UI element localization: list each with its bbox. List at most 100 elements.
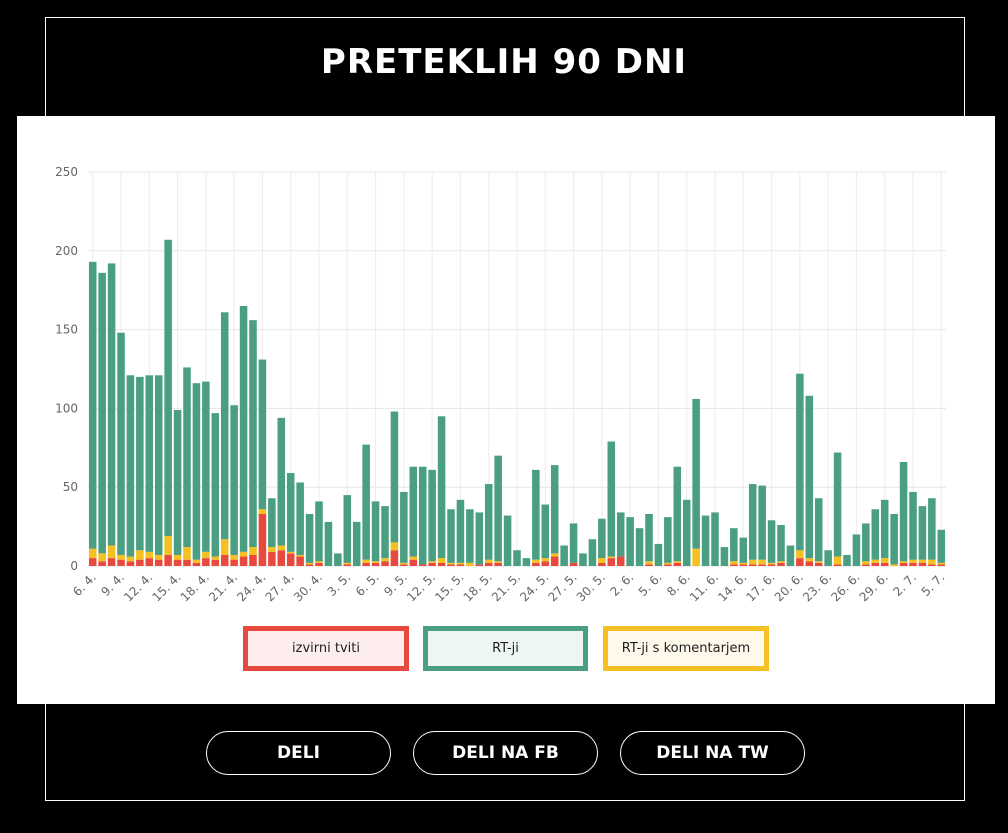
- bar-segment: [758, 485, 766, 560]
- bar-segment: [730, 564, 738, 566]
- bar-segment: [418, 466, 427, 565]
- bar-segment: [211, 559, 220, 566]
- bar-segment: [748, 564, 757, 566]
- bar-segment: [437, 416, 446, 559]
- bar-segment: [560, 545, 568, 566]
- x-tick-label: 18. 5.: [461, 570, 495, 604]
- bar-segment: [767, 564, 776, 566]
- x-tick-label: 21. 4.: [206, 570, 240, 604]
- x-tick-label: 29. 6.: [857, 570, 891, 604]
- x-tick-label: 18. 4.: [178, 570, 212, 604]
- bar-segment: [626, 517, 634, 566]
- share-fb-button[interactable]: DELI NA FB: [413, 731, 598, 775]
- bar-segment: [98, 553, 106, 562]
- bar-segment: [324, 521, 333, 566]
- bar-segment: [107, 558, 116, 566]
- bar-segment: [777, 562, 785, 566]
- bar-segment: [239, 305, 248, 552]
- bar-segment: [918, 559, 927, 563]
- bar-segment: [484, 562, 493, 566]
- bar-segment: [447, 509, 455, 563]
- bar-segment: [343, 564, 352, 566]
- bar-segment: [522, 558, 531, 566]
- bar-segment: [381, 561, 389, 566]
- bar-segment: [381, 506, 389, 559]
- bar-segment: [645, 561, 653, 565]
- bar-segment: [258, 509, 267, 514]
- bar-segment: [805, 558, 814, 562]
- bar-segment: [371, 562, 380, 566]
- bar-segment: [305, 513, 314, 563]
- share-button[interactable]: DELI: [206, 731, 391, 775]
- bar-segment: [748, 484, 757, 560]
- bar-segment: [268, 551, 276, 566]
- bar-segment: [211, 556, 220, 560]
- bar-segment: [598, 518, 606, 559]
- bar-segment: [305, 562, 314, 565]
- bar-segment: [550, 556, 559, 566]
- bar-segment: [164, 239, 172, 537]
- bar-segment: [145, 558, 154, 566]
- bar-segment: [418, 564, 427, 566]
- bar-segment: [88, 558, 97, 566]
- bar-segment: [239, 551, 248, 557]
- bar-segment: [758, 559, 766, 565]
- bar-segment: [183, 547, 191, 560]
- bar-segment: [494, 561, 502, 563]
- bar-segment: [833, 564, 842, 566]
- bar-segment: [466, 509, 474, 563]
- bar-segment: [880, 499, 889, 559]
- bar-segment: [136, 559, 144, 566]
- bar-segment: [268, 498, 276, 548]
- bar-segment: [249, 547, 257, 555]
- bar-segment: [475, 564, 484, 566]
- bar-segment: [777, 525, 785, 562]
- bar-segment: [126, 556, 135, 562]
- bar-segment: [437, 562, 446, 566]
- bar-segment: [220, 554, 229, 566]
- bar-segment: [748, 559, 757, 565]
- bar-segment: [145, 551, 154, 559]
- bar-segment: [607, 558, 616, 566]
- x-tick-label: 15. 5.: [432, 570, 466, 604]
- bar-segment: [550, 465, 559, 554]
- share-tw-button[interactable]: DELI NA TW: [620, 731, 805, 775]
- bar-segment: [843, 554, 851, 566]
- x-tick-label: 12. 5.: [404, 570, 438, 604]
- bar-segment: [692, 548, 700, 566]
- bar-segment: [654, 543, 663, 566]
- bar-segment: [107, 263, 116, 546]
- bar-segment: [428, 562, 436, 566]
- bar-segment: [277, 545, 286, 551]
- bar-segment: [833, 452, 842, 557]
- y-tick-label: 0: [70, 559, 78, 573]
- bar-segment: [362, 559, 370, 563]
- bar-segment: [814, 498, 823, 562]
- bar-segment: [796, 550, 804, 559]
- bar-segment: [447, 564, 455, 566]
- bar-segment: [117, 554, 125, 560]
- bar-segment: [598, 562, 606, 566]
- bar-segment: [862, 523, 870, 562]
- legend-item[interactable]: RT-ji s komentarjem: [603, 626, 769, 671]
- bar-segment: [362, 562, 370, 566]
- bar-segment: [230, 559, 238, 566]
- y-tick-label: 150: [55, 323, 78, 337]
- bar-segment: [173, 554, 182, 560]
- bar-segment: [390, 542, 399, 551]
- x-tick-label: 15. 4.: [149, 570, 183, 604]
- bar-segment: [456, 564, 465, 566]
- bar-segment: [767, 520, 776, 563]
- bar-segment: [202, 551, 210, 559]
- bar-segment: [277, 550, 286, 566]
- bar-segment: [230, 405, 238, 555]
- bar-segment: [777, 561, 785, 563]
- bar-segment: [786, 545, 795, 566]
- legend-item[interactable]: RT-ji: [423, 626, 588, 671]
- bar-segment: [371, 501, 380, 562]
- x-tick-label: 6. 5.: [353, 570, 382, 599]
- legend-item[interactable]: izvirni tviti: [243, 626, 409, 671]
- bar-segment: [296, 556, 304, 566]
- bar-segment: [937, 529, 946, 563]
